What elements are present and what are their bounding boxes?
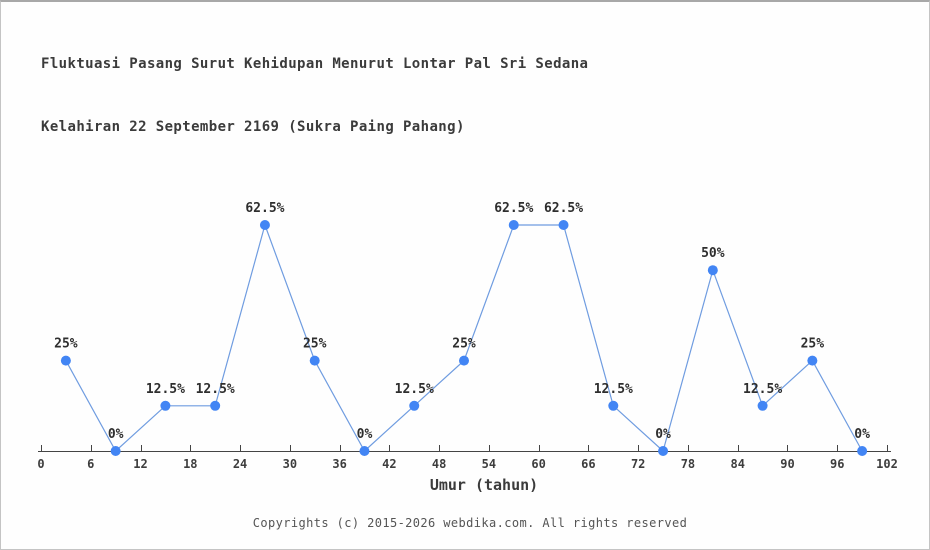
x-tick-label: 60 — [531, 457, 545, 471]
x-tick-label: 96 — [830, 457, 844, 471]
x-tick-label: 66 — [581, 457, 595, 471]
x-tick-label: 102 — [876, 457, 898, 471]
data-point-label: 25% — [54, 337, 78, 352]
data-point-label: 25% — [452, 337, 476, 352]
x-tick-label: 6 — [87, 457, 94, 471]
x-tick-label: 30 — [283, 457, 297, 471]
data-point-label: 12.5% — [743, 382, 782, 397]
data-point-label: 0% — [357, 427, 373, 442]
data-point-marker — [658, 446, 669, 456]
chart-title-block: Fluktuasi Pasang Surut Kehidupan Menurut… — [41, 12, 588, 180]
x-tick-label: 84 — [730, 457, 744, 471]
data-point-marker — [60, 355, 71, 366]
data-point-marker — [459, 355, 469, 366]
x-tick-label: 48 — [432, 457, 446, 471]
x-tick-label: 36 — [332, 457, 346, 471]
x-tick-label: 54 — [482, 457, 496, 471]
data-point-label: 62.5% — [245, 201, 284, 216]
data-point-marker — [409, 400, 420, 411]
x-tick-label: 72 — [631, 457, 645, 471]
x-tick-label: 12 — [133, 457, 147, 471]
data-point-label: 12.5% — [196, 382, 235, 397]
data-point-label: 25% — [801, 337, 825, 352]
data-point-marker — [757, 400, 768, 411]
data-point-marker — [210, 400, 221, 411]
data-point-label: 25% — [303, 337, 327, 352]
data-point-marker — [508, 220, 519, 230]
x-axis-label: Umur (tahun) — [429, 476, 539, 494]
data-point-marker — [608, 400, 619, 411]
data-point-marker — [707, 265, 718, 276]
data-point-label: 62.5% — [544, 201, 583, 216]
data-point-marker — [259, 220, 270, 230]
data-point-label: 0% — [108, 427, 124, 442]
data-point-marker — [309, 355, 320, 366]
data-point-marker — [110, 446, 121, 456]
data-point-label: 12.5% — [146, 382, 185, 397]
x-tick-label: 78 — [681, 457, 695, 471]
data-point-label: 0% — [854, 427, 870, 442]
x-tick-label: 18 — [183, 457, 197, 471]
data-point-marker — [359, 446, 370, 456]
chart-title: Fluktuasi Pasang Surut Kehidupan Menurut… — [41, 56, 589, 72]
x-tick-label: 90 — [780, 457, 794, 471]
data-point-marker — [558, 220, 569, 230]
copyright-footer: Copyrights (c) 2015-2026 webdika.com. Al… — [252, 516, 688, 530]
data-point-label: 0% — [655, 427, 671, 442]
data-point-label: 50% — [701, 246, 725, 261]
data-point-label: 12.5% — [594, 382, 633, 397]
data-point-label: 12.5% — [395, 382, 434, 397]
data-point-marker — [160, 400, 171, 411]
chart-subtitle: Kelahiran 22 September 2169 (Sukra Paing… — [41, 119, 465, 135]
x-tick-label: 24 — [233, 457, 247, 471]
data-point-label: 62.5% — [494, 201, 533, 216]
x-tick-label: 0 — [37, 457, 44, 471]
data-point-marker — [857, 446, 868, 456]
x-tick-label: 42 — [382, 457, 396, 471]
data-point-marker — [807, 355, 818, 366]
